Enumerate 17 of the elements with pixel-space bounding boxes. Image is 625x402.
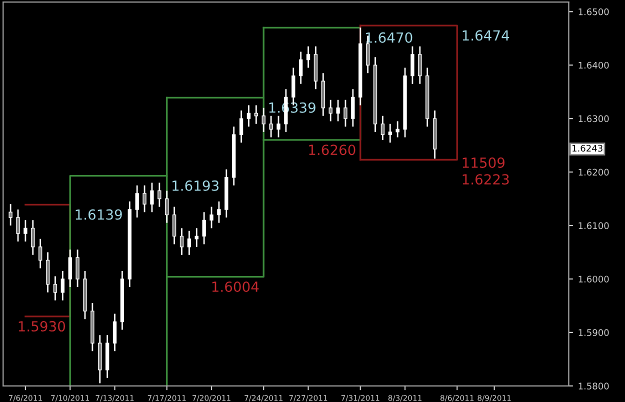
- annotation: 1.6223: [462, 174, 509, 185]
- y-tick-label: 1.6000: [578, 276, 609, 283]
- annotation: 1.6139: [76, 209, 122, 220]
- annotation: 1.6260: [309, 144, 356, 156]
- y-tick-label: 1.5800: [578, 382, 609, 390]
- y-tick-label: 1.6400: [578, 62, 609, 69]
- annotation: 1.6193: [172, 180, 219, 191]
- annotation: 1.5930: [18, 321, 66, 332]
- annotation: 1.6474: [462, 30, 510, 41]
- y-tick-label: 1.5900: [578, 329, 609, 336]
- text: 1.6243: [572, 144, 602, 152]
- annotation: 1.6004: [212, 281, 259, 292]
- y-tick-label: 1.6200: [578, 168, 609, 176]
- y-tick-label: 1.6300: [578, 115, 609, 122]
- y-tick-label: 1.6500: [578, 8, 609, 16]
- y-tick-label: 1.6100: [578, 222, 609, 230]
- annotation: 11509: [462, 157, 504, 168]
